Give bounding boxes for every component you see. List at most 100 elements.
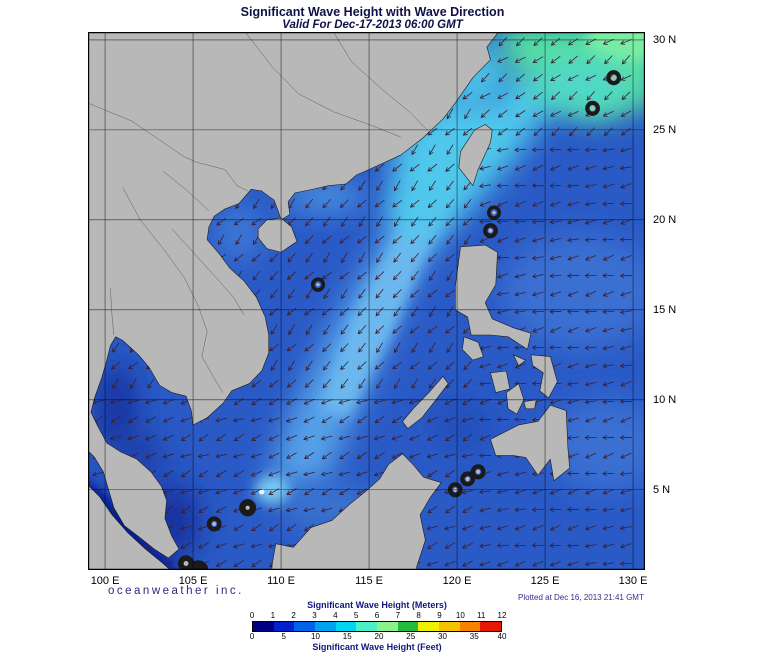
legend-colorbar — [252, 621, 502, 632]
legend-meters-tick: 10 — [455, 611, 465, 620]
legend-color-segment — [315, 622, 336, 631]
legend-color-segment — [480, 622, 502, 631]
border-china-vietnam — [197, 162, 248, 191]
lon-tick-label: 125 E — [530, 575, 560, 587]
landmass-masbate — [513, 355, 525, 366]
wave-height-region-pacific-1 — [501, 234, 645, 350]
legend-meters-tick: 9 — [437, 611, 442, 620]
landmass-sulu-2 — [460, 471, 475, 487]
legend-feet-tick: 40 — [497, 632, 507, 641]
chart-title: Significant Wave Height with Wave Direct… — [240, 5, 505, 19]
legend-meters-tick: 4 — [333, 611, 338, 620]
lat-tick-label: 5 N — [653, 483, 671, 496]
border-china-province-2 — [334, 33, 429, 132]
landmass-mindoro — [462, 337, 483, 360]
lat-tick-label: 25 N — [653, 123, 677, 136]
legend-feet-tick: 35 — [469, 632, 479, 641]
legend-meters-tick: 12 — [497, 611, 507, 620]
landmass-hainan — [258, 218, 297, 252]
landmass-ryukyu-1 — [585, 100, 600, 116]
landmass-natuna — [239, 499, 257, 517]
wave-height-region-ne-teal — [527, 57, 634, 112]
river-chao-phraya — [110, 288, 114, 335]
lat-tick-label: 20 N — [653, 213, 677, 226]
landmass-samar-leyte — [531, 355, 557, 398]
landmass-bohol — [524, 400, 536, 409]
wave-height-region-sulu-sea — [430, 397, 495, 452]
legend-feet-tick: 10 — [311, 632, 320, 641]
border-vietnam-laos — [172, 229, 244, 315]
legend-color-segment — [459, 622, 481, 631]
landmass-anambas — [206, 516, 222, 532]
landmass-ryukyu-2 — [606, 70, 622, 86]
landmass-mindanao — [490, 405, 569, 481]
legend-color-segment — [294, 622, 316, 631]
legend-meters-tick: 0 — [249, 611, 255, 620]
landmass-negros-cebu — [506, 384, 524, 415]
legend-feet-tick: 20 — [374, 632, 384, 641]
landmass-lingga-2 — [177, 555, 195, 570]
landmass-sumatra — [88, 484, 186, 570]
landmasses — [88, 32, 622, 570]
lat-tick-label: 10 N — [653, 393, 677, 406]
lat-tick-label: 15 N — [653, 303, 677, 316]
wave-height-region-gulf-tonkin — [214, 203, 264, 262]
lat-tick-label: 30 N — [653, 33, 677, 46]
legend-color-segment — [273, 622, 295, 631]
legend-meters-label: Significant Wave Height (Meters) — [307, 600, 447, 610]
legend-color-segment — [356, 622, 378, 631]
legend-color-segment — [439, 622, 460, 631]
landmass-panay — [490, 371, 509, 393]
map-frame — [89, 33, 645, 570]
border-yunnan — [88, 103, 197, 162]
landmass-asia-mainland — [88, 32, 499, 558]
legend-meters-tick: 2 — [291, 611, 296, 620]
river-red — [163, 171, 209, 211]
landmass-paracel — [310, 277, 326, 292]
border-china-province-1 — [246, 33, 401, 137]
legend-meters-tick: 7 — [395, 611, 401, 620]
landmass-borneo — [270, 454, 441, 570]
landmass-luzon — [455, 245, 531, 349]
plot-timestamp: Plotted at Dec 16, 2013 21:41 GMT — [518, 593, 644, 602]
landmass-sulu-3 — [470, 464, 486, 480]
legend-feet-label: Significant Wave Height (Feet) — [312, 642, 442, 652]
legend-feet-ticks: 0 5 10 15 20 25 30 35 40 — [249, 632, 507, 642]
map-canvas — [88, 32, 645, 570]
legend-color-segment — [335, 622, 357, 631]
interior-borders — [88, 33, 429, 393]
lon-tick-label: 130 E — [618, 575, 648, 587]
wave-height-region-streak-core — [319, 191, 454, 418]
landmass-taiwan — [459, 124, 492, 185]
grid-lines — [88, 32, 645, 570]
wave-height-region-gulf-thailand-dark-1 — [98, 361, 137, 456]
lon-tick-label: 110 E — [267, 575, 296, 587]
legend-meters-tick: 8 — [416, 611, 421, 620]
legend-meters-tick: 6 — [374, 611, 380, 620]
chart-subtitle: Valid For Dec-17-2013 06:00 GMT — [282, 19, 463, 31]
landmass-babuyan-2 — [486, 205, 502, 220]
legend-feet-tick: 25 — [406, 632, 416, 641]
legend-feet-tick: 30 — [438, 632, 447, 641]
legend-feet-tick: 5 — [281, 632, 286, 641]
legend-meters-ticks: 0 1 2 3 4 5 6 7 8 9 10 11 12 — [249, 611, 507, 621]
lon-tick-label: 115 E — [355, 575, 384, 587]
legend-feet-tick: 15 — [342, 632, 352, 641]
lon-tick-label: 120 E — [442, 575, 472, 587]
legend-meters-tick: 5 — [353, 611, 359, 620]
landmass-palawan — [402, 376, 448, 428]
legend-meters-tick: 1 — [270, 611, 276, 620]
river-mekong — [123, 187, 223, 392]
legend-feet-tick: 0 — [249, 632, 255, 641]
wave-height-region-pale-speck — [258, 488, 265, 495]
legend-color-segment — [418, 622, 440, 631]
branding: oceanweather inc. — [108, 585, 244, 597]
legend-color-segment — [397, 622, 419, 631]
legend-meters-tick: 3 — [312, 611, 317, 620]
legend-meters-tick: 11 — [477, 611, 486, 620]
landmass-babuyan-1 — [483, 223, 498, 239]
legend-color-segment — [253, 622, 274, 631]
legend-color-segment — [377, 622, 398, 631]
